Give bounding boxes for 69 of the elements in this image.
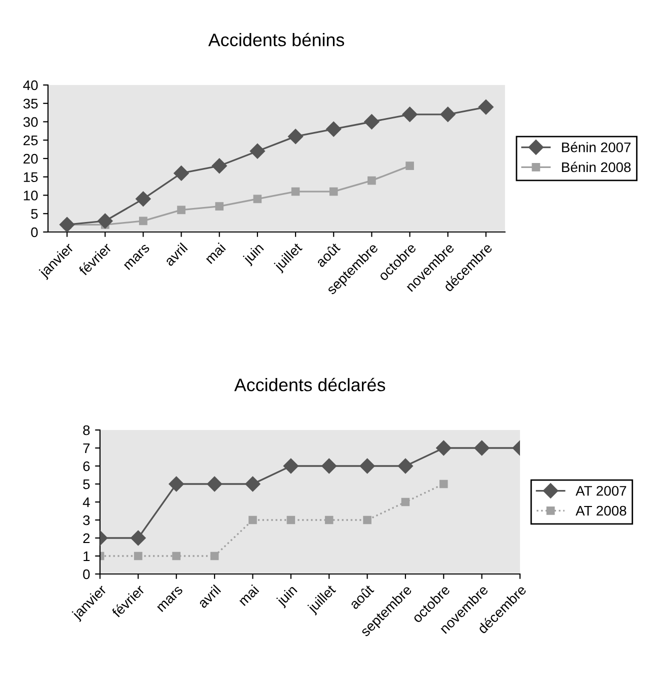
point <box>324 516 334 524</box>
legend-label: AT 2008 <box>576 506 626 516</box>
point <box>168 476 184 492</box>
y-tick-label: 0 <box>83 569 90 580</box>
point <box>215 202 224 210</box>
point <box>406 162 414 170</box>
y-tick-label: 6 <box>83 461 90 472</box>
point <box>174 166 189 181</box>
y-tick-label: 7 <box>83 443 90 454</box>
x-tick-label: juin <box>242 242 266 266</box>
point <box>177 206 186 214</box>
point <box>130 530 146 546</box>
point <box>206 476 222 492</box>
point <box>288 128 304 144</box>
point <box>398 458 414 474</box>
point <box>440 106 456 122</box>
point <box>245 476 260 492</box>
point <box>360 458 375 474</box>
point <box>364 114 380 130</box>
point <box>436 440 452 456</box>
y-tick-label: 2 <box>83 533 90 544</box>
point <box>286 516 296 524</box>
y-tick-label: 3 <box>83 515 90 526</box>
y-tick-label: 0 <box>31 227 38 238</box>
point <box>250 144 266 159</box>
y-tick-label: 8 <box>83 425 90 436</box>
point <box>139 216 148 226</box>
x-tick-label: mai <box>238 584 260 606</box>
y-tick-label: 40 <box>23 80 38 90</box>
point <box>368 176 376 185</box>
legend-label: Bénin 2008 <box>562 162 631 172</box>
y-tick-label: 35 <box>23 98 38 109</box>
legend-label: Bénin 2007 <box>562 142 631 152</box>
chart-title: Accidents bénins <box>208 32 344 46</box>
y-tick-label: 1 <box>84 551 90 562</box>
y-tick-label: 15 <box>24 172 38 182</box>
x-tick-label: avril <box>196 584 222 609</box>
point <box>439 480 448 488</box>
y-tick-label: 5 <box>31 209 38 219</box>
x-tick-label: mai <box>204 242 226 264</box>
point <box>253 194 262 204</box>
point <box>248 516 257 524</box>
point <box>322 458 337 474</box>
point <box>291 187 300 196</box>
point <box>402 106 418 122</box>
y-tick-label: 25 <box>24 135 38 146</box>
point <box>401 498 410 506</box>
point <box>329 187 338 196</box>
point <box>98 213 113 229</box>
legend-label: AT 2007 <box>576 486 626 496</box>
point <box>326 122 342 137</box>
point <box>136 191 151 206</box>
x-tick-label: avril <box>164 242 188 267</box>
y-tick-label: 30 <box>23 117 38 127</box>
point <box>134 552 142 560</box>
point <box>283 458 298 474</box>
point <box>59 217 75 232</box>
y-tick-label: 5 <box>83 479 90 490</box>
point <box>212 158 227 174</box>
y-tick-label: 20 <box>24 154 38 164</box>
chart-title: Accidents déclarés <box>234 378 386 392</box>
point <box>474 440 490 456</box>
y-tick-label: 4 <box>82 497 90 508</box>
point <box>478 99 494 115</box>
point <box>210 552 219 560</box>
y-tick-label: 10 <box>24 190 38 200</box>
point <box>363 516 372 524</box>
point <box>172 552 181 560</box>
x-tick-label: juin <box>275 584 300 608</box>
